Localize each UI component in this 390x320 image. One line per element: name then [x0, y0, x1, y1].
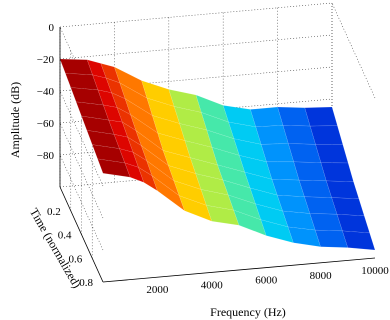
x-tick-label: 8000 — [310, 270, 333, 282]
surface-patch — [320, 162, 354, 182]
tick-labels: 0 −20 −40 −60 −80 0.2 0.4 0.6 0.8 2000 4000 6000 800… — [37, 22, 389, 296]
y-tick-label: 0.2 — [47, 206, 61, 218]
surface-patch — [266, 161, 300, 181]
grid-line — [59, 162, 333, 188]
x-tick-label: 10000 — [361, 265, 389, 277]
z-tick-label: −20 — [37, 54, 55, 66]
x-tick-label: 2000 — [146, 284, 169, 296]
surface-patch — [260, 143, 294, 163]
surface-patch — [342, 230, 376, 251]
x-tick-label: 6000 — [255, 275, 278, 287]
surface-patch — [326, 180, 360, 199]
grid-line — [59, 2, 333, 28]
axes-lines — [59, 27, 376, 283]
x-axis-label: Frequency (Hz) — [210, 305, 286, 319]
y-axis-label: Time (normalized) — [27, 206, 84, 291]
surface-patch — [309, 125, 344, 145]
surface-patch — [304, 106, 338, 127]
z-tick-label: −80 — [37, 150, 55, 162]
y-tick-label: 0.6 — [69, 253, 83, 265]
surface-patch — [250, 106, 284, 128]
surface-mesh — [59, 58, 376, 251]
x-tick-label: 4000 — [201, 279, 224, 291]
surface-patch — [255, 125, 289, 145]
z-axis-label: Amplitude (dB) — [8, 82, 22, 158]
z-tick-label: −60 — [37, 118, 55, 130]
surface-patch — [331, 197, 365, 217]
surface-patch — [315, 144, 349, 164]
y-tick-label: 0.8 — [79, 277, 93, 289]
y-tick-label: 0.4 — [58, 230, 72, 242]
y-axis-line — [59, 186, 104, 283]
grid-line — [59, 34, 333, 60]
x-axis-line — [102, 257, 376, 283]
z-tick-label: −40 — [37, 86, 55, 98]
z-tick-label: 0 — [49, 22, 55, 34]
grid-line — [331, 2, 376, 99]
